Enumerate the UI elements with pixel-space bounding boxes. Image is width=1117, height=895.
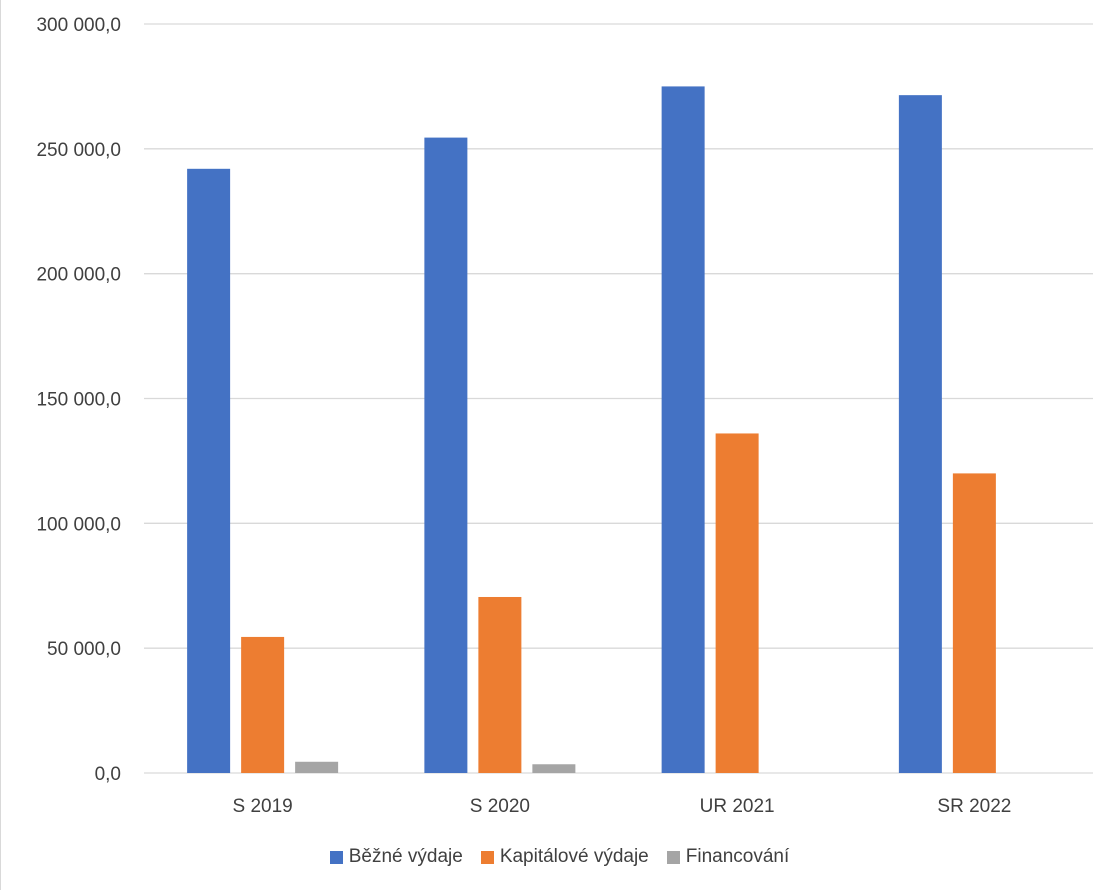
legend-item: Financování	[666, 846, 790, 868]
y-tick-label: 300 000,0	[36, 15, 121, 36]
bar	[424, 137, 468, 773]
bars	[187, 86, 996, 774]
bar	[715, 433, 759, 773]
x-tick-label: S 2019	[233, 796, 293, 817]
legend-swatch	[480, 850, 494, 864]
bar	[661, 86, 705, 773]
bar	[898, 95, 942, 773]
y-tick-label: 100 000,0	[36, 514, 121, 535]
x-tick-label: S 2020	[470, 796, 530, 817]
y-axis-tick-labels: 0,0 50 000,0 100 000,0 150 000,0 200 000,0 25…	[36, 15, 121, 785]
y-tick-label: 250 000,0	[36, 140, 121, 161]
legend-swatch	[329, 850, 343, 864]
y-tick-label: 200 000,0	[36, 265, 121, 286]
x-tick-label: SR 2022	[937, 796, 1011, 817]
legend-item: Běžné výdaje	[329, 846, 463, 868]
legend-item: Kapitálové výdaje	[480, 846, 649, 868]
y-tick-label: 0,0	[95, 764, 121, 785]
gridlines	[144, 23, 1093, 774]
legend-swatch	[666, 850, 680, 864]
legend-label: Běžné výdaje	[348, 846, 463, 867]
y-tick-label: 150 000,0	[36, 390, 121, 411]
bar	[241, 636, 285, 773]
bar	[952, 473, 996, 773]
x-tick-label: UR 2021	[700, 796, 775, 817]
legend-label: Kapitálové výdaje	[499, 846, 649, 867]
y-tick-label: 50 000,0	[47, 639, 121, 660]
bar	[295, 761, 339, 773]
bar	[187, 168, 231, 774]
legend-label: Financování	[685, 846, 790, 867]
x-axis-tick-labels: S 2019 S 2020 UR 2021 SR 2022	[233, 796, 1012, 817]
bar	[478, 596, 522, 773]
bar	[532, 764, 576, 773]
chart-legend: Běžné výdaje Kapitálové výdaje Financování	[1, 846, 1117, 868]
